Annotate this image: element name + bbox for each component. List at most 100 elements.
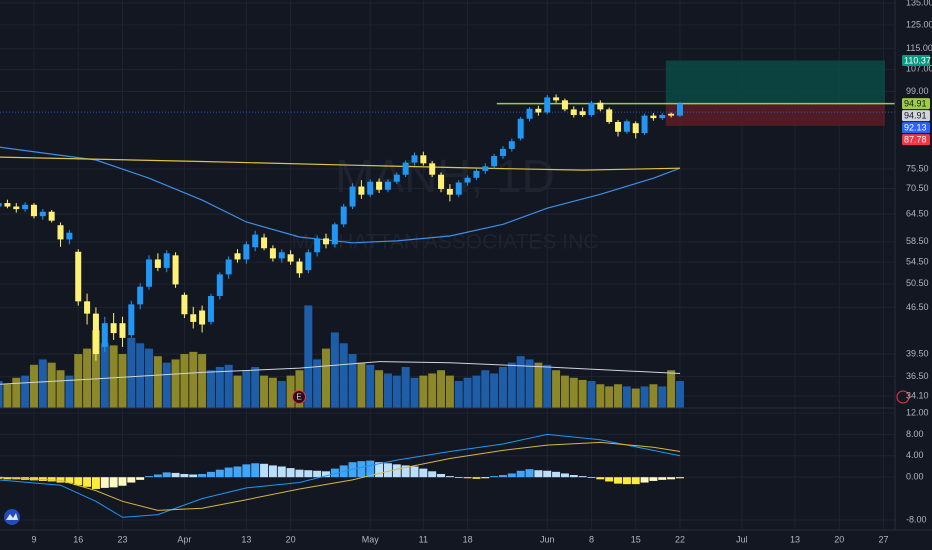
earnings-icon[interactable] bbox=[292, 390, 306, 404]
volume-bar bbox=[322, 348, 331, 408]
macd-histogram-bar bbox=[118, 477, 127, 486]
volume-bar bbox=[268, 377, 277, 408]
candle-body bbox=[579, 111, 586, 115]
candle-body bbox=[535, 108, 542, 113]
macd-histogram-bar bbox=[605, 477, 614, 482]
candle-body bbox=[367, 181, 374, 195]
volume-bar bbox=[224, 364, 233, 408]
macd-line bbox=[0, 441, 681, 511]
volume-bar bbox=[543, 364, 552, 408]
macd-histogram-bar bbox=[525, 469, 534, 478]
macd-histogram-bar bbox=[622, 477, 631, 485]
price-label-box bbox=[902, 110, 930, 122]
x-tick-label: Apr bbox=[177, 534, 191, 544]
macd-histogram-bar bbox=[534, 470, 543, 478]
candle-body bbox=[296, 261, 303, 274]
macd-histogram-bar bbox=[171, 472, 180, 478]
macd-histogram-bar bbox=[145, 476, 154, 478]
candle-body bbox=[287, 254, 294, 262]
candle-body bbox=[641, 115, 648, 134]
y-tick-label: 135.00 bbox=[906, 0, 932, 7]
volume-bar bbox=[622, 386, 631, 408]
candle-body bbox=[526, 108, 533, 119]
macd-tick-label: 0.00 bbox=[906, 472, 924, 482]
macd-histogram-bar bbox=[189, 474, 198, 478]
earnings-label[interactable]: E bbox=[296, 393, 301, 402]
y-tick-label: 75.50 bbox=[906, 163, 929, 173]
macd-histogram-bar bbox=[277, 466, 286, 478]
candle-body bbox=[163, 253, 170, 268]
macd-histogram-bar bbox=[330, 468, 339, 478]
macd-line bbox=[0, 433, 681, 518]
volume-bar bbox=[366, 364, 375, 408]
price-label: 92.13 bbox=[904, 122, 927, 132]
volume-bar bbox=[472, 375, 481, 408]
x-tick-label: 16 bbox=[73, 534, 83, 544]
volume-bar bbox=[153, 356, 162, 408]
price-label: 94.91 bbox=[904, 98, 927, 108]
macd-histogram-bar bbox=[313, 470, 322, 478]
candle-body bbox=[473, 170, 480, 178]
candle-body bbox=[340, 206, 347, 225]
candle-body bbox=[252, 234, 259, 248]
macd-tick-label: 12.00 bbox=[906, 407, 929, 417]
macd-histogram-bar bbox=[74, 477, 83, 486]
x-tick-label: 15 bbox=[631, 534, 641, 544]
y-tick-label: 54.50 bbox=[906, 256, 929, 266]
macd-histogram-bar bbox=[109, 477, 118, 488]
price-label: 87.78 bbox=[904, 134, 927, 144]
volume-bar bbox=[348, 354, 357, 408]
volume-bar bbox=[525, 359, 534, 408]
candle-body bbox=[464, 177, 471, 183]
macd-histogram-bar bbox=[47, 477, 56, 482]
volume-bar bbox=[560, 375, 569, 408]
candle-body bbox=[676, 103, 683, 116]
volume-bar bbox=[136, 343, 145, 408]
volume-bar bbox=[304, 305, 313, 408]
macd-histogram-bar bbox=[498, 475, 507, 478]
y-tick-label: 115.00 bbox=[906, 43, 932, 53]
volume-bar bbox=[419, 375, 428, 408]
macd-histogram-bar bbox=[91, 477, 100, 489]
x-tick-label: 11 bbox=[419, 534, 428, 544]
candle-body bbox=[172, 255, 179, 285]
volume-bar bbox=[596, 384, 605, 408]
macd-histogram-bar bbox=[543, 470, 552, 478]
volume-bar bbox=[198, 354, 207, 408]
macd-histogram-bar bbox=[658, 477, 667, 480]
candle-body bbox=[4, 203, 11, 207]
candle-body bbox=[491, 156, 498, 167]
candle-body bbox=[446, 188, 453, 195]
alert-icon[interactable] bbox=[896, 390, 910, 404]
volume-bar bbox=[375, 370, 384, 408]
macd-histogram-bar bbox=[383, 463, 392, 478]
volume-bar bbox=[21, 375, 30, 408]
candle-body bbox=[544, 97, 551, 113]
axes: 9 16 23 Apr 13 20 May 11 18 Jun 8 15 22 Jul 13 20 27 135.… bbox=[31, 0, 932, 544]
volume-bar bbox=[118, 354, 127, 408]
macd-histogram-bar bbox=[631, 477, 640, 485]
volume-bar bbox=[56, 370, 65, 408]
candle-body bbox=[402, 162, 409, 175]
macd-histogram-bar bbox=[428, 471, 437, 478]
candle-body bbox=[66, 232, 73, 240]
macd-histogram-bar bbox=[552, 471, 561, 478]
macd-histogram-bar bbox=[286, 468, 295, 478]
price-label-box bbox=[902, 122, 930, 134]
candle-body bbox=[137, 286, 144, 305]
candle-body bbox=[517, 118, 524, 139]
volume-bar bbox=[614, 384, 623, 408]
candle-body bbox=[261, 237, 268, 249]
macd-histogram-bar bbox=[454, 477, 463, 478]
volume-bar bbox=[215, 366, 224, 408]
macd-histogram-bar bbox=[419, 468, 428, 478]
macd-histogram-bar bbox=[83, 477, 92, 487]
volume-bar bbox=[251, 366, 260, 408]
volume-bar bbox=[29, 364, 38, 408]
macd-histogram-bar bbox=[224, 467, 233, 478]
candle-body bbox=[278, 252, 285, 259]
volume-ma-line bbox=[0, 361, 681, 385]
candle-body bbox=[632, 123, 639, 134]
